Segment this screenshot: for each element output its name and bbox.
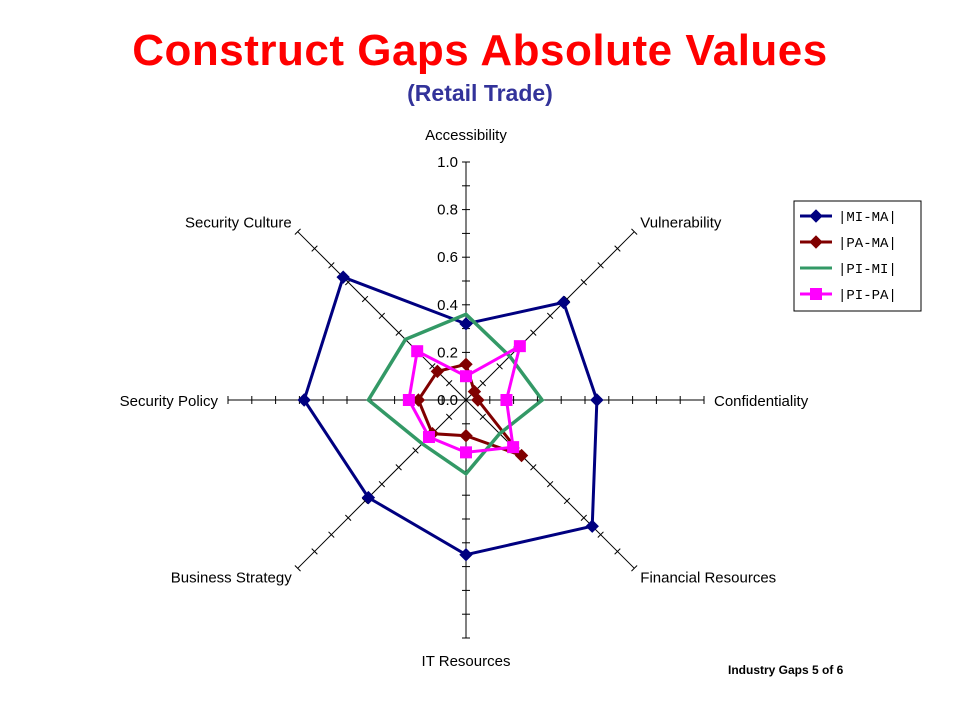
category-label: Financial Resources (640, 569, 776, 586)
axis-tick (361, 497, 369, 505)
axis-tick (597, 262, 604, 269)
series-marker-square (810, 288, 822, 300)
axis-tick (580, 514, 587, 521)
axis-tick (530, 464, 537, 471)
axis-tick (445, 379, 453, 387)
series-3 (402, 340, 526, 459)
series-marker-diamond (471, 393, 485, 407)
series-marker-diamond (459, 357, 473, 372)
series-marker-square (507, 441, 520, 454)
axis-tick (395, 329, 402, 336)
series-marker-square (422, 431, 435, 444)
legend-label: |MI-MA| (838, 210, 897, 226)
axis-tick (614, 245, 621, 252)
axis-tick (530, 329, 537, 336)
series-2 (366, 312, 545, 477)
footer-page-label: Industry Gaps 5 of 6 (728, 663, 844, 677)
axis-tick (311, 245, 318, 252)
series-marker-diamond (459, 317, 473, 331)
category-label: IT Resources (422, 653, 511, 670)
radial-tick-label: 0.2 (437, 344, 458, 361)
radar-series (297, 270, 604, 562)
series-marker-diamond (809, 209, 823, 223)
category-label: Vulnerability (640, 215, 722, 232)
axis-tick (479, 413, 487, 421)
category-label: Confidentiality (714, 393, 809, 410)
series-marker-square (411, 345, 424, 358)
series-marker-diamond (590, 393, 604, 407)
axis-tick (496, 363, 503, 370)
category-label: Accessibility (425, 127, 507, 144)
slide-subtitle: (Retail Trade) (0, 80, 960, 107)
radar-axes: 0.0 0.2 0.4 0.6 0.8 1.0 Accessibility Vulnerabi… (120, 127, 809, 670)
legend-label: |PA-MA| (838, 236, 897, 252)
axis-tick (395, 464, 402, 471)
axis-tick (563, 497, 571, 505)
series-marker-diamond (361, 490, 376, 505)
slide-title: Construct Gaps Absolute Values (132, 26, 828, 75)
radial-tick-label: 0.0 (437, 392, 458, 409)
axis-tick (563, 295, 571, 303)
series-marker-diamond (297, 393, 311, 407)
series-marker-diamond (430, 364, 445, 379)
radial-tick-label: 1.0 (437, 154, 458, 171)
category-label: Security Policy (120, 393, 219, 410)
axis-tick (580, 279, 587, 286)
axis-tick (378, 312, 386, 320)
axis-tick (328, 262, 335, 269)
series-0 (297, 270, 604, 562)
series-marker-square (402, 394, 415, 406)
radial-tick-label: 0.8 (437, 202, 458, 219)
axis-tick (361, 295, 369, 303)
axis-tick (294, 565, 301, 572)
legend-label: |PI-MI| (838, 262, 897, 278)
axis-tick (311, 548, 318, 555)
series-marker-square (460, 370, 472, 383)
series-marker-diamond (809, 235, 823, 249)
axis-tick (546, 312, 554, 320)
axis-tick (429, 363, 436, 370)
axis-tick (345, 514, 352, 521)
axis-tick (378, 480, 386, 488)
series-line (366, 312, 545, 477)
series-marker-diamond (459, 547, 473, 562)
axis-tick (614, 548, 621, 555)
series-marker-diamond (556, 295, 571, 310)
axis-tick (546, 480, 554, 488)
category-label: Business Strategy (171, 569, 292, 586)
slide-subtitle-text: (Retail Trade) (407, 80, 553, 106)
legend-label: |PI-PA| (838, 288, 897, 304)
axis-tick (445, 413, 453, 421)
axis-tick (294, 228, 301, 235)
axis-tick (412, 447, 419, 454)
legend: |MI-MA| |PA-MA| |PI-MI| |PI-PA| (793, 200, 922, 312)
axis-tick (631, 565, 638, 572)
axis-tick (597, 531, 604, 538)
axis-tick (328, 531, 335, 538)
category-label: Security Culture (185, 215, 292, 232)
series-marker-square (513, 340, 526, 353)
series-marker-diamond (336, 270, 350, 284)
series-marker-diamond (459, 428, 473, 443)
series-marker-square (460, 446, 472, 459)
radial-tick-label: 0.6 (437, 249, 458, 266)
series-marker-diamond (585, 519, 599, 533)
series-marker-square (500, 394, 513, 406)
axis-tick (479, 379, 487, 387)
axis-tick (631, 228, 638, 235)
radial-tick-label: 0.4 (437, 297, 458, 314)
